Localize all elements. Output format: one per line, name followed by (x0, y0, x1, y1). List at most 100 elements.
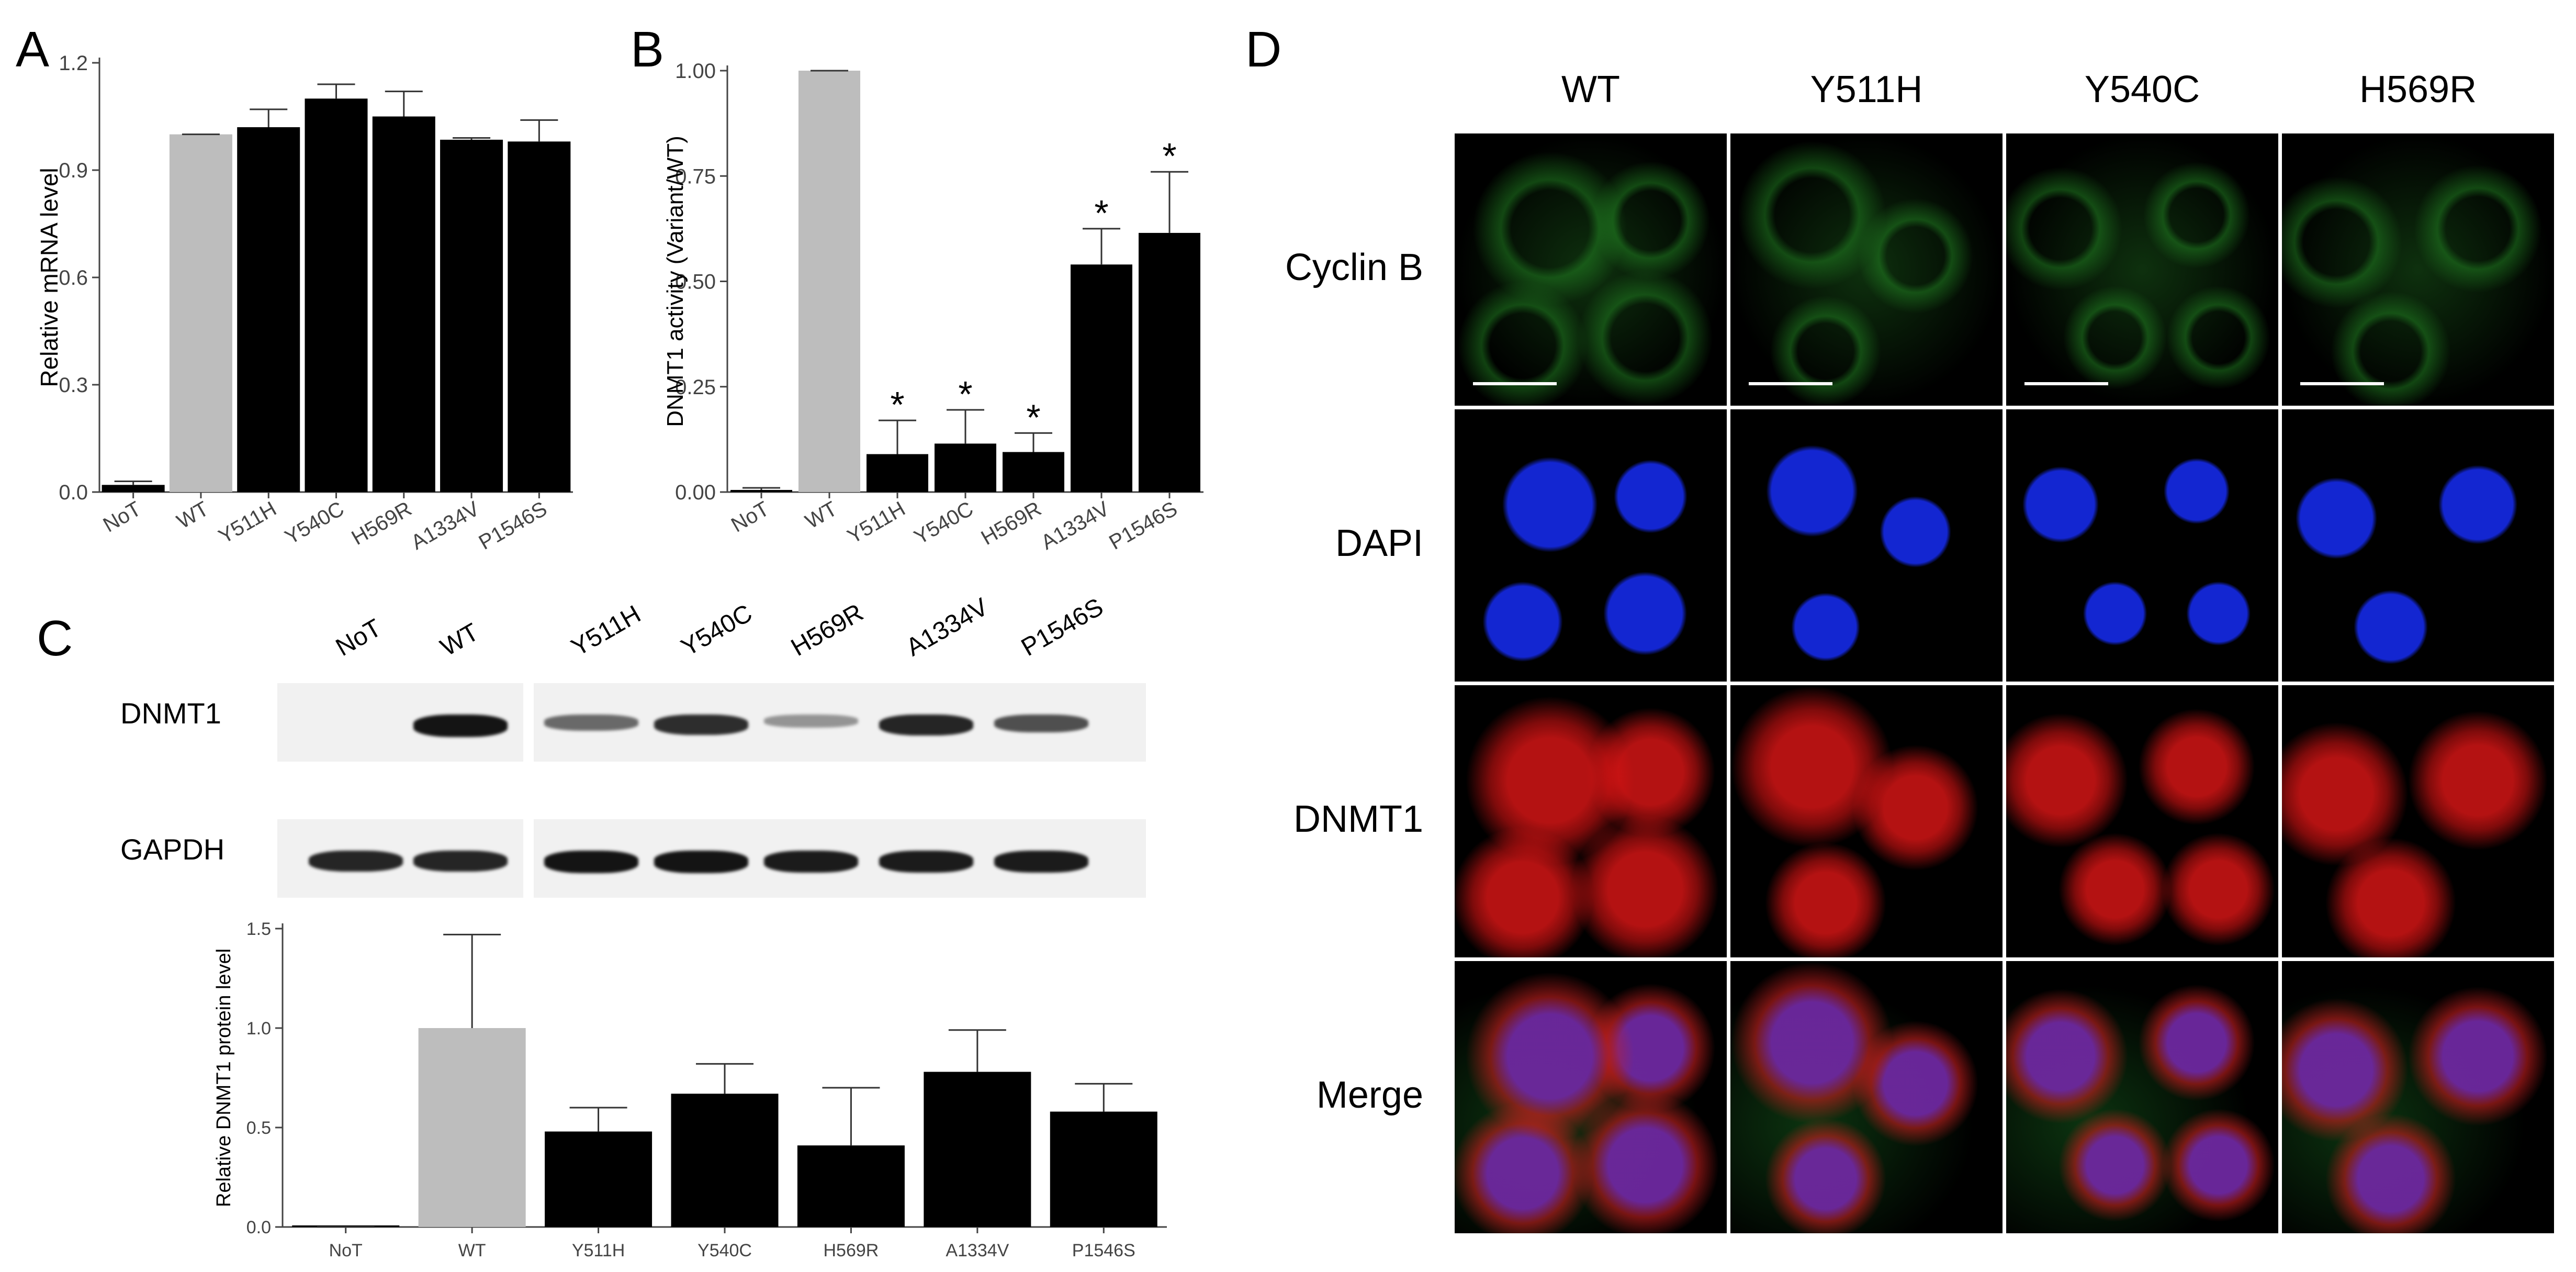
microscopy-column-label: H569R (2359, 69, 2477, 110)
bar (1071, 264, 1132, 492)
x-tick-label: WT (458, 1241, 486, 1260)
x-tick-label: Y511H (843, 497, 909, 549)
microscopy-image (2006, 961, 2278, 1233)
bar (102, 485, 165, 492)
bar (237, 127, 300, 492)
bar (1139, 232, 1200, 492)
panel-letter-a: A (16, 21, 50, 77)
significance-label: * (1094, 193, 1108, 233)
scale-bar (2024, 382, 2108, 385)
microscopy-image (1730, 133, 2003, 406)
blot-band (309, 851, 403, 872)
blot-row-label: GAPDH (120, 833, 225, 866)
blot-band (544, 715, 638, 731)
x-tick-label: Y540C (281, 497, 348, 549)
microscopy-column-label: Y540C (2084, 69, 2200, 110)
y-tick-label: 0.6 (59, 266, 88, 289)
microscopy-grid: WT Y511H Y540C H569R Cyclin B DAPI DNMT1 Merge (1245, 52, 2564, 1256)
bar (798, 71, 860, 492)
x-tick-label: H569R (824, 1241, 879, 1260)
bar (169, 134, 232, 492)
blot-band (544, 851, 638, 873)
blot-band (994, 715, 1088, 733)
microscopy-row-label: Merge (1316, 1074, 1423, 1116)
microscopy-image (1455, 685, 1727, 957)
x-tick-label: WT (802, 497, 841, 533)
bar (671, 1094, 779, 1227)
bar (305, 98, 368, 493)
bar (1003, 452, 1064, 492)
bar (440, 139, 503, 492)
x-tick-label: H569R (347, 497, 415, 550)
panel-letter-d: D (1245, 21, 1282, 77)
microscopy-image (2282, 961, 2554, 1233)
x-tick-label: NoT (727, 497, 773, 537)
western-blot: NoT WT Y511H Y540C H569R A1334V P1546S DNMT1 GAP… (105, 593, 1151, 911)
scale-bar (1473, 382, 1557, 385)
x-tick-label: Y540C (698, 1241, 752, 1260)
x-tick-label: H569R (977, 497, 1045, 550)
microscopy-image (2282, 133, 2554, 406)
blot-lane-label: NoT (331, 613, 387, 662)
blot-band (413, 851, 508, 872)
microscopy-image (2006, 685, 2278, 957)
bar (508, 141, 571, 492)
x-tick-label: Y540C (910, 497, 977, 549)
bar (372, 116, 435, 492)
microscopy-column-label: WT (1561, 69, 1620, 110)
y-tick-label: 0.25 (675, 376, 716, 399)
blot-lane-label: A1334V (902, 593, 993, 662)
x-tick-label: A1334V (407, 497, 483, 554)
y-tick-label: 0.00 (675, 481, 716, 504)
blot-band (764, 715, 858, 728)
microscopy-image (2006, 133, 2278, 406)
bar (545, 1131, 653, 1227)
bar (867, 454, 928, 492)
bar (418, 1028, 526, 1227)
blot-band (879, 715, 973, 736)
bar (1050, 1111, 1157, 1227)
y-tick-label: 0.5 (246, 1118, 271, 1138)
microscopy-image (1455, 961, 1727, 1233)
y-tick-label: 1.0 (246, 1019, 271, 1039)
microscopy-row-label: DAPI (1335, 522, 1423, 564)
significance-label: * (958, 374, 972, 415)
x-tick-label: A1334V (946, 1241, 1009, 1260)
significance-label: * (890, 384, 904, 425)
scale-bar (1749, 382, 1832, 385)
x-tick-label: WT (173, 497, 213, 533)
x-tick-label: A1334V (1037, 497, 1113, 554)
microscopy-image (1455, 409, 1727, 682)
y-axis-label: Relative DNMT1 protein level (213, 949, 235, 1207)
bar (924, 1072, 1031, 1227)
blot-lane-label: Y511H (567, 600, 646, 662)
blot-lane-label: WT (436, 618, 484, 662)
y-axis-label: Relative mRNA level (36, 168, 63, 387)
chart-c: 0.0 0.5 1.0 1.5 Relative DNMT1 protein level… (213, 919, 1167, 1260)
blot-band (764, 851, 858, 873)
y-tick-label: 0.0 (59, 481, 88, 504)
chart-b: 0.00 0.25 0.50 0.75 1.00 DNMT1 activity (Vari… (662, 60, 1203, 554)
y-tick-label: 1.00 (675, 60, 716, 83)
y-axis-label: DNMT1 activity (Variant/WT) (662, 136, 688, 427)
y-tick-label: 1.2 (59, 52, 88, 75)
x-tick-label: P1546S (1105, 497, 1181, 554)
blot-band (879, 851, 973, 873)
blot-lane-label: P1546S (1017, 593, 1108, 662)
blot-band (654, 715, 748, 735)
x-tick-label: NoT (329, 1241, 363, 1260)
microscopy-image (2282, 685, 2554, 957)
microscopy-image (1730, 685, 2003, 957)
microscopy-image (1730, 961, 2003, 1233)
x-tick-label: P1546S (1072, 1241, 1135, 1260)
x-tick-label: Y511H (215, 497, 280, 549)
bar (730, 489, 792, 492)
blot-lane-label: H569R (786, 598, 868, 662)
y-tick-label: 0.75 (675, 165, 716, 188)
blot-lane-label: Y540C (677, 599, 757, 662)
bar (797, 1145, 905, 1227)
microscopy-row-label: Cyclin B (1285, 247, 1423, 288)
blot-band (413, 715, 508, 737)
microscopy-column-label: Y511H (1810, 69, 1923, 110)
significance-label: * (1026, 397, 1040, 438)
